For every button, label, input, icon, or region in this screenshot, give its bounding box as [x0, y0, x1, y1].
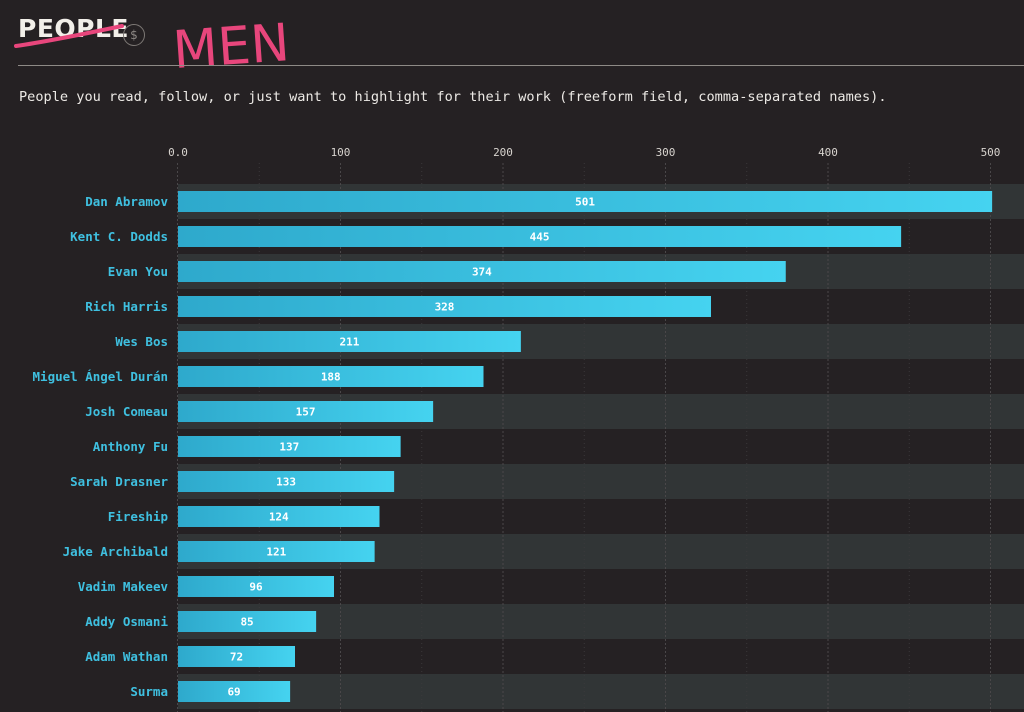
- value-label: 188: [321, 371, 341, 384]
- bar: [178, 296, 711, 317]
- dollar-icon[interactable]: $: [123, 24, 145, 46]
- bar: [178, 331, 521, 352]
- bar: [178, 436, 401, 457]
- value-label: 133: [276, 476, 296, 489]
- value-label: 211: [340, 336, 360, 349]
- header-divider: [18, 65, 1024, 66]
- category-label: Wes Bos: [115, 334, 168, 349]
- bar: [178, 226, 902, 247]
- value-label: 69: [227, 686, 240, 699]
- section-description: People you read, follow, or just want to…: [19, 89, 887, 105]
- svg-text:MEN: MEN: [173, 13, 292, 78]
- category-label: Sarah Drasner: [70, 474, 168, 489]
- category-label: Anthony Fu: [93, 439, 168, 454]
- bar: [178, 506, 380, 527]
- category-label: Kent C. Dodds: [70, 229, 168, 244]
- row-band: [178, 674, 1024, 709]
- category-label: Addy Osmani: [85, 614, 168, 629]
- value-label: 137: [279, 441, 299, 454]
- value-label: 96: [249, 581, 263, 594]
- category-label: Josh Comeau: [85, 404, 168, 419]
- value-label: 374: [472, 266, 492, 279]
- value-label: 124: [269, 511, 289, 524]
- strikethrough-mark: [14, 24, 124, 48]
- category-label: Vadim Makeev: [78, 579, 169, 594]
- x-tick-label: 400: [818, 146, 838, 159]
- category-label: Fireship: [108, 509, 168, 524]
- category-label: Miguel Ángel Durán: [33, 369, 168, 384]
- bar: [178, 366, 484, 387]
- bar: [178, 191, 993, 212]
- value-label: 157: [296, 406, 316, 419]
- bar: [178, 541, 375, 562]
- category-label: Surma: [130, 684, 168, 699]
- value-label: 501: [575, 196, 595, 209]
- row-band: [178, 604, 1024, 639]
- bar: [178, 261, 786, 282]
- bar: [178, 681, 291, 702]
- value-label: 72: [230, 651, 243, 664]
- value-label: 85: [240, 616, 253, 629]
- bar: [178, 401, 434, 422]
- x-tick-label: 300: [656, 146, 676, 159]
- x-tick-label: 100: [331, 146, 351, 159]
- category-label: Evan You: [108, 264, 168, 279]
- value-label: 445: [530, 231, 550, 244]
- value-label: 121: [266, 546, 286, 559]
- x-tick-label: 500: [981, 146, 1001, 159]
- category-label: Jake Archibald: [63, 544, 168, 559]
- x-tick-label: 200: [493, 146, 513, 159]
- value-label: 328: [435, 301, 455, 314]
- category-label: Rich Harris: [85, 299, 168, 314]
- men-annotation: MEN: [173, 13, 292, 78]
- category-label: Adam Wathan: [85, 649, 168, 664]
- bar: [178, 576, 334, 597]
- bar: [178, 611, 317, 632]
- x-tick-label: 0.0: [168, 146, 188, 159]
- category-label: Dan Abramov: [85, 194, 168, 209]
- bar: [178, 646, 295, 667]
- section-header: PEOPLE $ MEN: [14, 8, 1024, 78]
- bar: [178, 471, 395, 492]
